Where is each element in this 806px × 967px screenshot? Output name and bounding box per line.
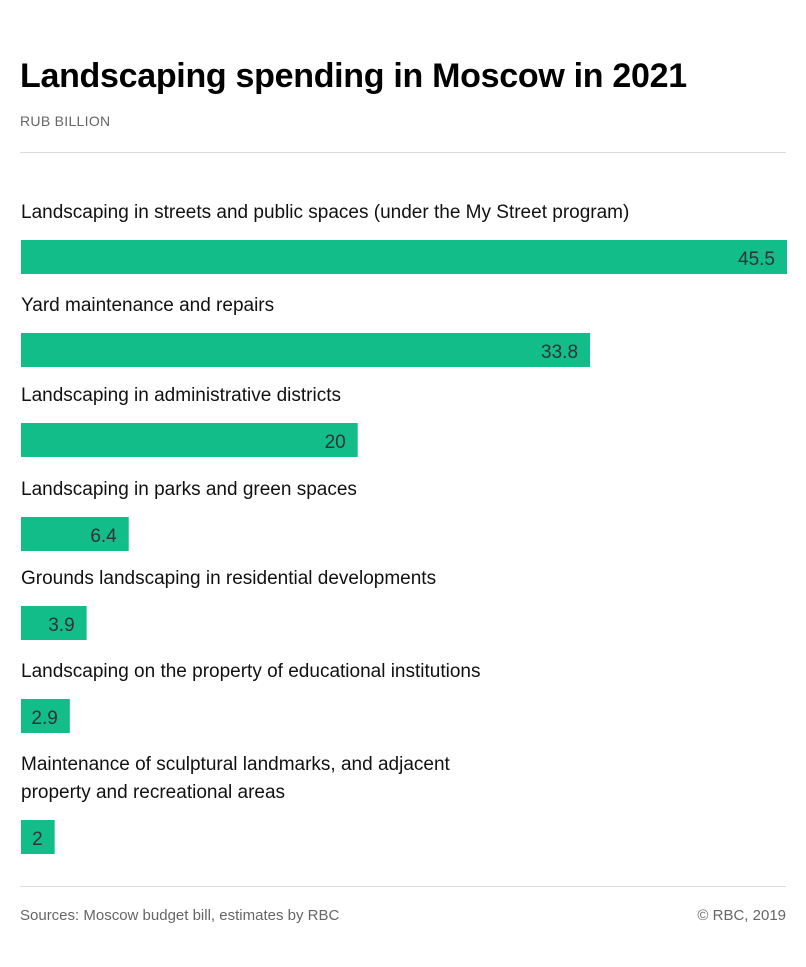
bar-value-label: 33.8 [541, 342, 578, 363]
bar-category-label: Yard maintenance and repairs [21, 295, 274, 316]
bottom-divider [20, 886, 786, 887]
bar [21, 240, 787, 274]
bar [21, 820, 55, 854]
copyright-note: © RBC, 2019 [697, 907, 786, 924]
bar-value-label: 2.9 [31, 708, 57, 729]
bar-category-label: Landscaping in streets and public spaces… [21, 202, 629, 223]
bar-category-label: Grounds landscaping in residential devel… [21, 568, 436, 589]
bar [21, 606, 87, 640]
bar [21, 517, 129, 551]
bar-value-label: 6.4 [90, 526, 117, 547]
top-divider [20, 152, 786, 153]
bar [21, 423, 358, 457]
bar-category-label: Landscaping in parks and green spaces [21, 479, 357, 500]
bar-category-label: Landscaping on the property of education… [21, 661, 480, 682]
bar-category-label: Maintenance of sculptural landmarks, and… [21, 754, 451, 775]
bar [21, 699, 70, 733]
chart-unit-subtitle: RUB BILLION [20, 113, 111, 129]
bar [21, 333, 591, 367]
bar-value-label: 2 [32, 829, 43, 850]
bar-category-label: property and recreational areas [21, 782, 285, 803]
bar-value-label: 20 [325, 432, 346, 453]
bar-value-label: 3.9 [48, 615, 74, 636]
bar-value-label: 45.5 [738, 249, 775, 270]
chart-title: Landscaping spending in Moscow in 2021 [20, 57, 687, 95]
sources-note: Sources: Moscow budget bill, estimates b… [20, 907, 340, 924]
bar-category-label: Landscaping in administrative districts [21, 385, 341, 406]
